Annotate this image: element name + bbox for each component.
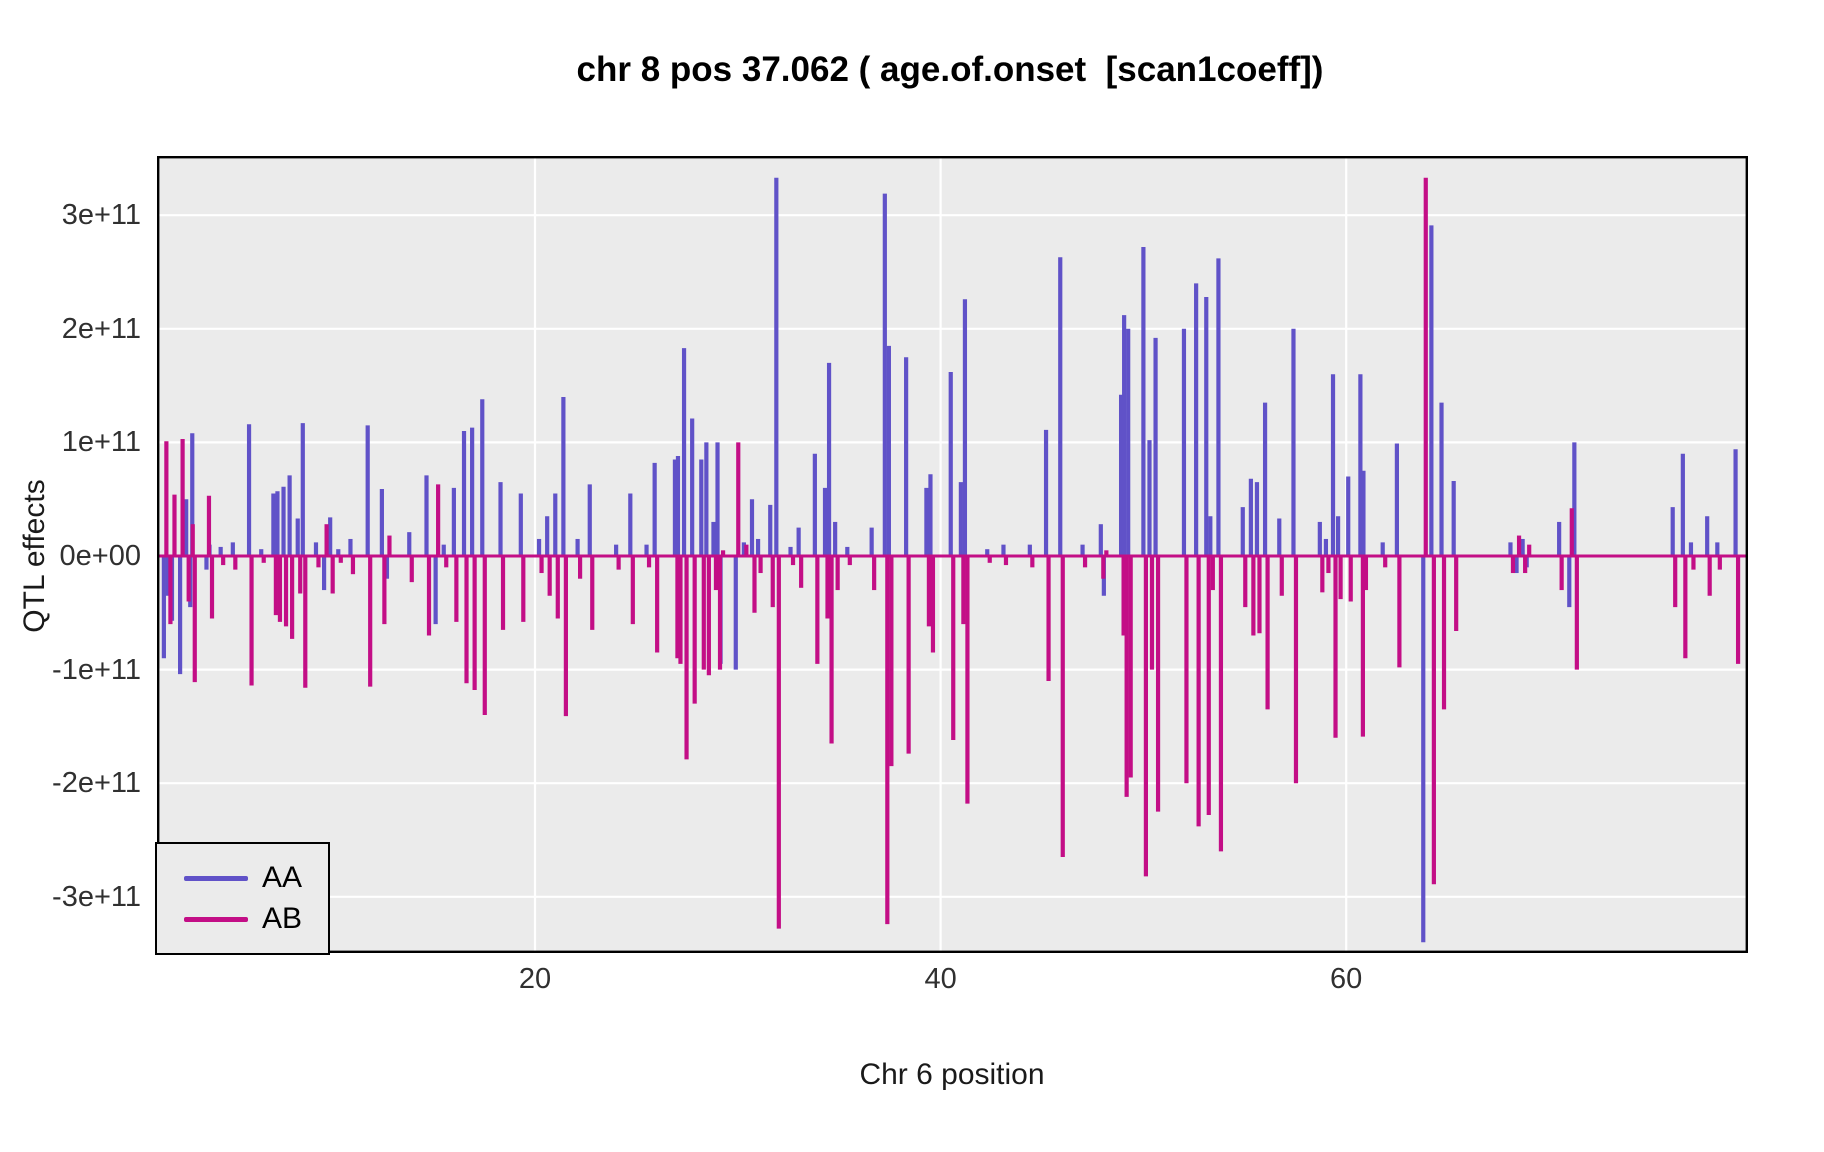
legend-box: AA AB: [155, 842, 330, 955]
legend-label-aa: AA: [262, 861, 303, 894]
y-tick-label: 2e+11: [61, 312, 141, 345]
x-tick-label: 40: [924, 963, 957, 995]
plot-title: chr 8 pos 37.062 ( age.of.onset [scan1co…: [576, 50, 1324, 89]
legend-label-ab: AB: [262, 902, 303, 935]
plot-svg: [157, 156, 1748, 953]
plot-panel: [157, 156, 1748, 953]
y-tick-label: -1e+11: [52, 653, 141, 686]
x-axis-title: Chr 6 position: [859, 1058, 1045, 1091]
legend-row-ab: AB: [157, 899, 328, 939]
panel-border: [157, 156, 1748, 953]
y-tick-label: 1e+11: [61, 426, 141, 459]
legend-row-aa: AA: [157, 858, 328, 898]
y-tick-label: 3e+11: [61, 199, 141, 232]
x-tick-label: 20: [518, 963, 552, 995]
y-tick-label: -2e+11: [52, 767, 141, 800]
legend-line-ab: [184, 917, 248, 922]
x-tick-label: 60: [1330, 963, 1363, 995]
y-tick-label: 0e+00: [59, 540, 141, 572]
y-tick-label: -3e+11: [52, 880, 141, 913]
legend-line-aa: [184, 876, 248, 881]
